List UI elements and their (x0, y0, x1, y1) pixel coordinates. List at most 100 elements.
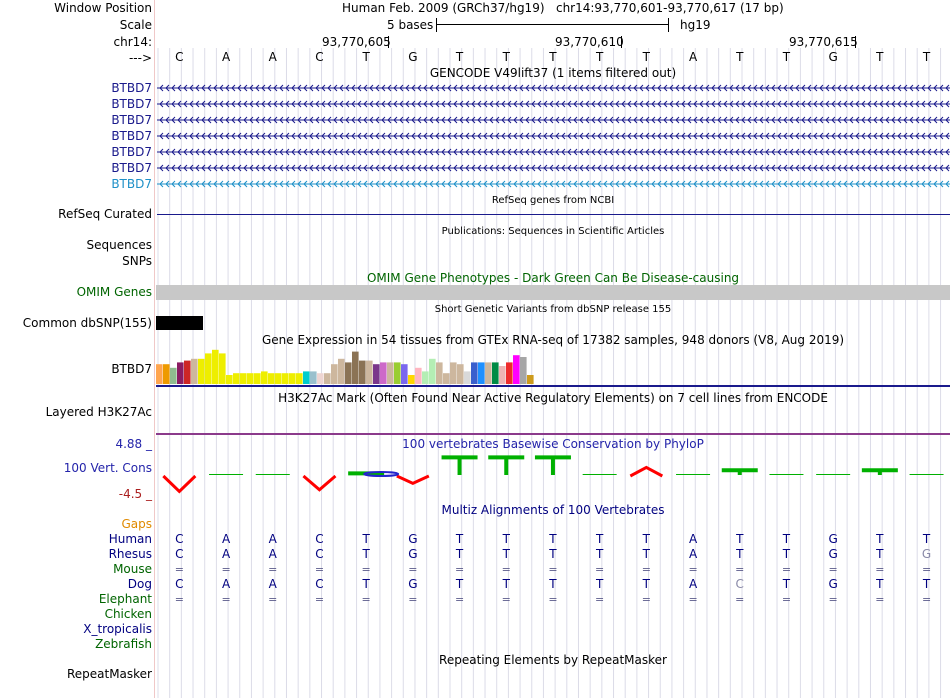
gtex-tissue-bar[interactable] (471, 362, 478, 384)
gtex-tissue-bar[interactable] (401, 364, 408, 384)
gencode-gene-label[interactable]: BTBD7 (111, 113, 152, 127)
gtex-tissue-bar[interactable] (520, 357, 527, 384)
alignment-species-label[interactable]: Mouse (113, 562, 152, 576)
gtex-tissue-bar[interactable] (366, 360, 373, 384)
gtex-tissue-bar[interactable] (492, 362, 499, 384)
publications-sequences-label[interactable]: Sequences (86, 238, 152, 252)
gtex-tissue-bar[interactable] (373, 364, 380, 384)
gencode-gene-label[interactable]: BTBD7 (111, 81, 152, 95)
alignment-species-label[interactable]: X_tropicalis (83, 622, 152, 636)
alignment-gap-marker: = (314, 563, 325, 576)
gtex-tissue-bar[interactable] (345, 362, 352, 384)
h3k27ac-track-title[interactable]: H3K27Ac Mark (Often Found Near Active Re… (278, 391, 828, 405)
gtex-tissue-bar[interactable] (240, 373, 247, 384)
refseq-track-title[interactable]: RefSeq genes from NCBI (491, 195, 615, 206)
alignment-species-label[interactable]: Dog (127, 577, 152, 591)
repeatmasker-track-title[interactable]: Repeating Elements by RepeatMasker (439, 653, 667, 667)
gtex-tissue-bar[interactable] (436, 362, 443, 384)
gtex-tissue-bar[interactable] (233, 373, 240, 384)
gtex-expression-bars[interactable] (0, 0, 950, 400)
omim-track-title[interactable]: OMIM Gene Phenotypes - Dark Green Can Be… (366, 271, 740, 285)
publications-track-title[interactable]: Publications: Sequences in Scientific Ar… (441, 226, 665, 237)
gtex-tissue-bar[interactable] (464, 371, 471, 384)
gtex-tissue-bar[interactable] (422, 371, 429, 384)
gtex-tissue-bar[interactable] (478, 362, 485, 384)
alignment-base: T (922, 577, 931, 591)
gtex-tissue-bar[interactable] (163, 364, 170, 384)
h3k27ac-track-label[interactable]: Layered H3K27Ac (45, 405, 152, 419)
gtex-tissue-bar[interactable] (338, 358, 345, 384)
alignment-species-label[interactable]: Elephant (98, 592, 152, 606)
gtex-tissue-bar[interactable] (324, 373, 331, 384)
publications-snps-label[interactable]: SNPs (122, 254, 152, 268)
gencode-gene-label[interactable]: BTBD7 (111, 97, 152, 111)
gtex-tissue-bar[interactable] (268, 373, 275, 384)
omim-track-label[interactable]: OMIM Genes (76, 285, 152, 299)
gtex-tissue-bar[interactable] (457, 364, 464, 384)
gtex-tissue-bar[interactable] (408, 375, 415, 384)
gtex-tissue-bar[interactable] (331, 364, 338, 384)
dbsnp-track-label[interactable]: Common dbSNP(155) (22, 316, 152, 330)
gencode-gene-label[interactable]: BTBD7 (111, 145, 152, 159)
alignment-species-label[interactable]: Zebrafish (95, 637, 152, 651)
gtex-tissue-bar[interactable] (177, 362, 184, 384)
refseq-gene-line[interactable] (157, 214, 950, 215)
gtex-tissue-bar[interactable] (226, 375, 233, 384)
dbsnp-track-title[interactable]: Short Genetic Variants from dbSNP releas… (434, 304, 672, 315)
multiz-track-title[interactable]: Multiz Alignments of 100 Vertebrates (441, 503, 665, 517)
gtex-tissue-bar[interactable] (275, 373, 282, 384)
gtex-tissue-bar[interactable] (485, 362, 492, 384)
gtex-tissue-bar[interactable] (261, 371, 268, 384)
base-letter: T (642, 50, 651, 64)
base-letter: T (782, 50, 791, 64)
gtex-tissue-bar[interactable] (443, 373, 450, 384)
gtex-tissue-bar[interactable] (254, 373, 261, 384)
gtex-tissue-bar[interactable] (450, 362, 457, 384)
gencode-gene-label[interactable]: BTBD7 (111, 161, 152, 175)
gtex-tissue-bar[interactable] (296, 373, 303, 384)
gtex-tissue-bar[interactable] (184, 360, 191, 384)
gtex-tissue-bar[interactable] (156, 364, 163, 384)
alignment-gap-marker: = (174, 563, 184, 576)
conservation-track-title[interactable]: 100 vertebrates Basewise Conservation by… (402, 437, 704, 451)
conservation-plot[interactable] (0, 0, 950, 500)
gtex-tissue-bar[interactable] (394, 362, 401, 384)
gtex-tissue-bar[interactable] (303, 371, 310, 384)
gtex-tissue-bar[interactable] (310, 371, 317, 384)
gtex-tissue-bar[interactable] (387, 362, 394, 384)
refseq-track-label[interactable]: RefSeq Curated (58, 207, 152, 221)
gtex-tissue-bar[interactable] (205, 353, 212, 384)
gtex-tissue-bar[interactable] (513, 355, 520, 384)
alignment-base: A (268, 577, 277, 591)
gtex-tissue-bar[interactable] (219, 353, 226, 384)
gtex-tissue-bar[interactable] (191, 358, 198, 384)
conservation-track-label[interactable]: 100 Vert. Cons (63, 461, 152, 475)
gtex-tissue-bar[interactable] (415, 367, 422, 384)
gtex-tissue-bar[interactable] (198, 358, 205, 384)
gtex-tissue-bar[interactable] (289, 373, 296, 384)
gtex-tissue-bar[interactable] (429, 358, 436, 384)
gtex-track-title[interactable]: Gene Expression in 54 tissues from GTEx … (261, 333, 845, 347)
gtex-tissue-bar[interactable] (247, 373, 254, 384)
dbsnp-variant-block[interactable] (156, 316, 203, 330)
gencode-track-title[interactable]: GENCODE V49lift37 (1 items filtered out) (429, 66, 677, 80)
alignment-species-label[interactable]: Rhesus (108, 547, 152, 561)
alignment-species-label[interactable]: Human (108, 532, 152, 546)
gtex-tissue-bar[interactable] (499, 366, 506, 384)
repeatmasker-track-label[interactable]: RepeatMasker (66, 667, 152, 681)
gtex-tissue-bar[interactable] (212, 349, 219, 384)
gtex-tissue-bar[interactable] (380, 362, 387, 384)
gtex-tissue-bar[interactable] (170, 367, 177, 384)
gencode-gene-label[interactable]: BTBD7 (111, 129, 152, 143)
alignment-species-label[interactable]: Chicken (104, 607, 152, 621)
gtex-tissue-bar[interactable] (352, 351, 359, 384)
gtex-tissue-bar[interactable] (527, 375, 534, 384)
gtex-tissue-bar[interactable] (282, 373, 289, 384)
gencode-gene-label[interactable]: BTBD7 (111, 177, 152, 191)
gtex-tissue-bar[interactable] (359, 360, 366, 384)
gtex-gene-label[interactable]: BTBD7 (111, 362, 152, 376)
gencode-gene-models[interactable] (0, 0, 950, 200)
omim-gene-bar[interactable] (156, 285, 950, 300)
gtex-tissue-bar[interactable] (317, 373, 324, 384)
gtex-tissue-bar[interactable] (506, 362, 513, 384)
